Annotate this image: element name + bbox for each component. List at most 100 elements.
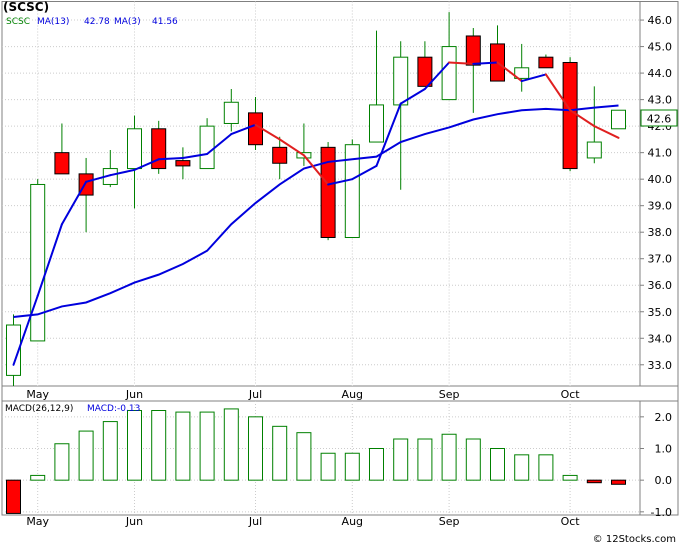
macd-x-tick-label: Jun [125,515,143,528]
macd-x-tick-label: Jul [248,515,262,528]
candle-body-down [538,56,554,69]
ma13-line [13,104,619,319]
candle-body-up [369,104,384,143]
ma3-segment-up [157,156,184,161]
ma3-segment-up [520,73,547,83]
price-y-tick-label: 38.0 [648,226,673,239]
price-panel-frame [1,1,679,387]
price-y-tick-label: 43.0 [648,94,673,107]
macd-bar-negative [6,479,21,514]
macd-bar-positive [30,474,46,481]
ma3-segment-down [569,109,596,128]
candle-body-down [417,56,433,87]
ma3-segment-up [206,133,233,155]
credit-text: © 12Stocks.com [593,534,676,545]
price-x-tick-label: Jul [248,388,262,401]
macd-x-tick-label: May [26,515,49,528]
price-y-tick-label: 34.0 [648,332,673,345]
macd-bar-positive [538,454,554,481]
candle-body-up [514,67,530,79]
candle-body-up [30,183,46,342]
macd-bar-negative [611,479,626,485]
macd-y-tick-labels: -1.0 0.0 1.0 2.0 [640,411,672,519]
macd-x-tick-label: Oct [561,515,581,528]
macd-bar-positive [344,452,360,481]
candle-body-up [441,46,457,101]
price-x-tick-label: May [26,388,49,401]
macd-bar-positive [320,452,336,481]
ma3-segment-up [36,223,63,297]
price-y-tick-label: 33.0 [648,359,673,372]
legend-ma13-value: 42.78 [84,17,110,27]
price-x-tick-label: Sep [439,388,460,401]
macd-bar-positive [393,438,409,481]
macd-x-tick-label: Sep [439,515,460,528]
macd-y-tick-label: 2.0 [655,411,673,424]
candle-body-up [586,141,602,159]
ma3-segment-up [351,164,378,181]
macd-bar-positive [441,433,457,481]
macd-bar-positive [54,443,70,481]
candle-body-down [320,146,336,239]
price-x-tick-label: Oct [561,388,581,401]
ma3-segment-up [327,178,354,186]
price-y-tick-label: 44.0 [648,67,673,80]
chart-title: (SCSC) [3,0,49,14]
last-price-label: 42.6 [647,113,672,126]
macd-x-tick-label: Aug [342,515,363,528]
candle-body-down [272,146,288,164]
macd-bar-positive [272,425,288,481]
ma3-segment-down [593,125,620,139]
price-y-tick-label: 41.0 [648,147,673,160]
price-x-tick-label: Aug [342,388,363,401]
ma3-segment-up [85,174,112,183]
candle-body-up [127,128,142,170]
macd-legend-label: MACD(26,12,9) [5,404,73,414]
macd-bar-negative [586,479,602,484]
ma3-segment-up [12,294,39,366]
candle-body-up [393,56,409,106]
ma3-segment-down [302,154,330,186]
candle-body-up [6,324,21,376]
ma3-segment-down [544,73,572,112]
last-price-box [640,109,678,127]
legend-ma3-value: 41.56 [152,17,178,27]
macd-bar-positive [465,438,481,481]
candle-body-up [223,101,239,124]
ma3-segment-down [254,123,281,141]
macd-bar-positive [175,411,191,481]
ma3-segment-up [181,152,209,159]
macd-y-tick-label: -1.0 [651,506,672,519]
macd-bar-positive [562,474,578,481]
macd-x-tick-labels: May Jun Jul Aug Sep Oct [26,515,580,528]
price-y-tick-label: 39.0 [648,200,673,213]
legend-symbol: SCSC [6,17,30,27]
macd-bar-positive [151,410,167,481]
macd-bar-positive [417,438,433,481]
ma3-segment-up [472,61,499,65]
price-x-tick-label: Jun [125,388,143,401]
candle-body-down [465,35,481,66]
candle-body-up [611,109,626,130]
ma3-segment-up [109,168,136,177]
macd-bar-positive [78,430,94,481]
candle-body-down [151,128,167,170]
candle-body-up [344,144,360,239]
macd-bar-positive [296,432,312,481]
ma3-segment-up [60,180,88,226]
macd-y-tick-label: 1.0 [655,443,673,456]
price-x-tick-labels: May Jun Jul Aug Sep Oct [26,388,580,401]
macd-bar-positive [369,448,384,481]
macd-bar-positive [223,408,239,481]
macd-bar-positive [248,416,263,481]
macd-bar-positive [490,448,505,481]
macd-y-tick-label: 0.0 [655,474,673,487]
macd-legend-value: MACD:-0.13 [87,404,140,414]
candle-body-down [562,61,578,170]
ma3-segment-up [230,123,257,136]
macd-bars [6,408,626,514]
ma3-segment-down [496,61,523,83]
ma3-segment-up [375,102,402,167]
